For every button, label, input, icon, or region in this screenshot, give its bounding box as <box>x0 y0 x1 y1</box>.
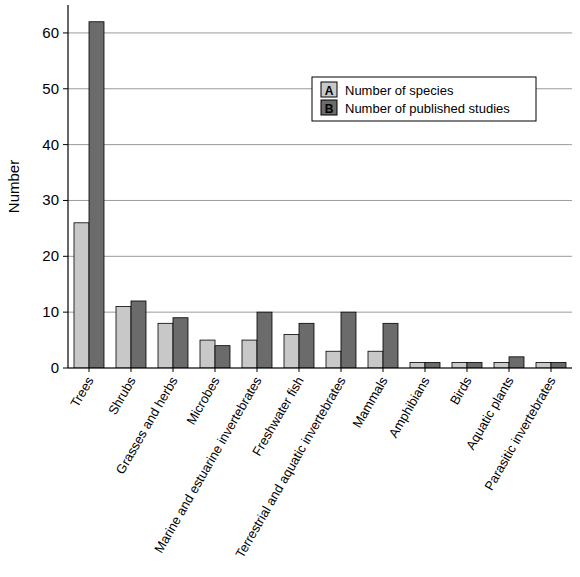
x-tick-label: Amphibians <box>386 374 433 441</box>
x-tick <box>215 368 216 372</box>
bar <box>116 307 131 368</box>
chart: 0 10 20 30 40 50 60 Trees ShrubsGrasses and herb… <box>0 0 580 577</box>
bar <box>131 301 146 368</box>
bar <box>215 346 230 368</box>
bar <box>383 323 398 368</box>
x-tick-label: Mammals <box>349 374 390 431</box>
legend-key: B <box>325 102 334 116</box>
y-tick-label: 10 <box>42 303 59 320</box>
bar <box>74 223 89 368</box>
bar <box>410 362 425 368</box>
x-tick-label: Terrestrial and aquatic invertebrates <box>232 374 349 561</box>
x-tick <box>509 368 510 372</box>
legend-label: Number of published studies <box>345 101 510 116</box>
bar <box>551 362 566 368</box>
bar <box>299 323 314 368</box>
x-tick <box>131 368 132 372</box>
x-tick-label: Trees <box>67 374 97 410</box>
x-tick-label: Shrubs <box>105 374 139 418</box>
grid-line <box>68 256 572 257</box>
y-tick <box>63 32 68 33</box>
bar <box>173 318 188 368</box>
y-tick <box>63 312 68 313</box>
y-tick <box>63 88 68 89</box>
legend: A Number of species B Number of published s… <box>312 77 536 121</box>
y-tick-label: 0 <box>51 359 59 376</box>
bar <box>425 362 440 368</box>
bar <box>242 340 257 368</box>
bar <box>326 351 341 368</box>
y-tick <box>63 256 68 257</box>
x-tick-label: Grasses and herbs <box>113 374 181 477</box>
y-tick <box>63 368 68 369</box>
grid-line <box>68 144 572 145</box>
y-tick <box>63 144 68 145</box>
y-axis <box>67 5 68 368</box>
grid-line <box>68 200 572 201</box>
bar <box>341 312 356 368</box>
x-tick <box>299 368 300 372</box>
y-tick <box>63 200 68 201</box>
x-tick <box>551 368 552 372</box>
bar <box>257 312 272 368</box>
y-axis-label: Number <box>5 160 22 213</box>
bar <box>284 334 299 368</box>
y-tick-label: 40 <box>42 136 59 153</box>
x-axis <box>68 367 572 368</box>
x-tick <box>383 368 384 372</box>
bar <box>536 362 551 368</box>
bar <box>452 362 467 368</box>
x-tick <box>173 368 174 372</box>
grid <box>68 33 572 368</box>
legend-box <box>312 77 536 121</box>
x-tick-label: Parasitic invertebrates <box>481 374 559 493</box>
legend-label: Number of species <box>345 83 454 98</box>
grid-line <box>68 368 572 369</box>
legend-swatch <box>321 82 337 97</box>
bars <box>74 22 566 368</box>
legend-swatch <box>321 100 337 115</box>
legend-key: A <box>325 84 334 98</box>
x-tick <box>425 368 426 372</box>
x-tick <box>341 368 342 372</box>
y-tick-label: 60 <box>42 24 59 41</box>
x-tick-label: Microbes <box>183 374 223 428</box>
grid-line <box>68 32 572 33</box>
bar <box>467 362 482 368</box>
bar <box>158 323 173 368</box>
x-tick <box>257 368 258 372</box>
bar <box>368 351 383 368</box>
bar <box>200 340 215 368</box>
bar <box>494 362 509 368</box>
x-tick <box>89 368 90 372</box>
x-tick <box>467 368 468 372</box>
bar <box>509 357 524 368</box>
y-tick-label: 30 <box>42 191 59 208</box>
y-tick-label: 50 <box>42 80 59 97</box>
bar <box>89 22 104 368</box>
y-tick-label: 20 <box>42 247 59 264</box>
x-tick-label: Birds <box>447 374 475 408</box>
